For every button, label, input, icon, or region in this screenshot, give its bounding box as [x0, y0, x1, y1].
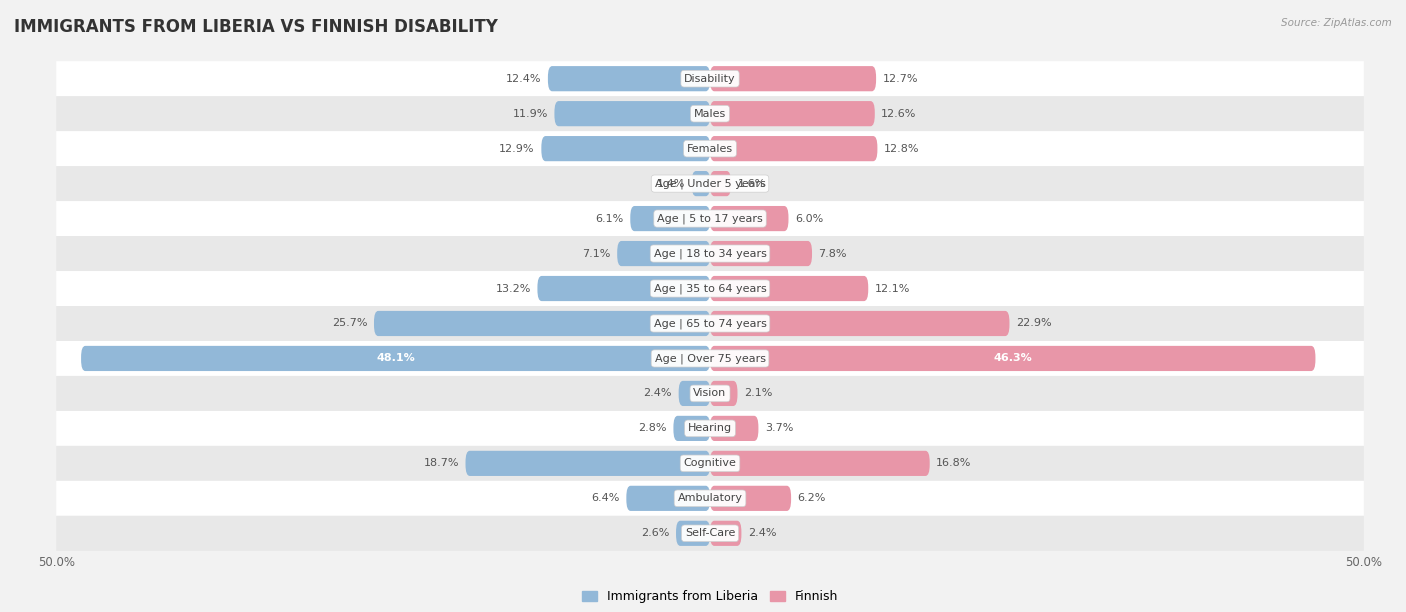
Text: 2.1%: 2.1%	[744, 389, 772, 398]
FancyBboxPatch shape	[465, 451, 710, 476]
FancyBboxPatch shape	[56, 166, 1364, 201]
FancyBboxPatch shape	[548, 66, 710, 91]
Text: 12.9%: 12.9%	[499, 144, 534, 154]
Text: 16.8%: 16.8%	[936, 458, 972, 468]
Text: 1.4%: 1.4%	[657, 179, 685, 188]
FancyBboxPatch shape	[56, 201, 1364, 236]
Text: 7.1%: 7.1%	[582, 248, 610, 258]
FancyBboxPatch shape	[710, 206, 789, 231]
Text: Age | Under 5 years: Age | Under 5 years	[655, 178, 765, 189]
FancyBboxPatch shape	[710, 311, 1010, 336]
Text: 12.8%: 12.8%	[884, 144, 920, 154]
Text: 6.0%: 6.0%	[794, 214, 824, 223]
Text: Cognitive: Cognitive	[683, 458, 737, 468]
FancyBboxPatch shape	[541, 136, 710, 161]
Text: 11.9%: 11.9%	[513, 109, 548, 119]
Text: Age | 35 to 64 years: Age | 35 to 64 years	[654, 283, 766, 294]
Text: 48.1%: 48.1%	[377, 354, 415, 364]
FancyBboxPatch shape	[554, 101, 710, 126]
Text: 22.9%: 22.9%	[1017, 318, 1052, 329]
FancyBboxPatch shape	[56, 131, 1364, 166]
Text: 13.2%: 13.2%	[495, 283, 531, 294]
FancyBboxPatch shape	[710, 416, 758, 441]
Legend: Immigrants from Liberia, Finnish: Immigrants from Liberia, Finnish	[576, 585, 844, 608]
Text: 46.3%: 46.3%	[994, 354, 1032, 364]
FancyBboxPatch shape	[56, 306, 1364, 341]
Text: 18.7%: 18.7%	[423, 458, 458, 468]
FancyBboxPatch shape	[710, 171, 731, 196]
FancyBboxPatch shape	[710, 241, 813, 266]
Text: Ambulatory: Ambulatory	[678, 493, 742, 503]
FancyBboxPatch shape	[82, 346, 710, 371]
FancyBboxPatch shape	[56, 341, 1364, 376]
Text: 6.1%: 6.1%	[596, 214, 624, 223]
Text: Age | Over 75 years: Age | Over 75 years	[655, 353, 765, 364]
Text: 1.6%: 1.6%	[738, 179, 766, 188]
FancyBboxPatch shape	[710, 66, 876, 91]
FancyBboxPatch shape	[56, 516, 1364, 551]
Text: Vision: Vision	[693, 389, 727, 398]
FancyBboxPatch shape	[630, 206, 710, 231]
FancyBboxPatch shape	[56, 96, 1364, 131]
Text: 2.4%: 2.4%	[644, 389, 672, 398]
FancyBboxPatch shape	[676, 521, 710, 546]
Text: Self-Care: Self-Care	[685, 528, 735, 539]
Text: Disability: Disability	[685, 73, 735, 84]
FancyBboxPatch shape	[617, 241, 710, 266]
Text: Age | 65 to 74 years: Age | 65 to 74 years	[654, 318, 766, 329]
Text: 3.7%: 3.7%	[765, 424, 793, 433]
Text: Females: Females	[688, 144, 733, 154]
Text: Age | 5 to 17 years: Age | 5 to 17 years	[657, 214, 763, 224]
Text: 7.8%: 7.8%	[818, 248, 846, 258]
FancyBboxPatch shape	[710, 101, 875, 126]
Text: 2.8%: 2.8%	[638, 424, 666, 433]
FancyBboxPatch shape	[679, 381, 710, 406]
Text: 25.7%: 25.7%	[332, 318, 367, 329]
FancyBboxPatch shape	[537, 276, 710, 301]
FancyBboxPatch shape	[673, 416, 710, 441]
Text: 2.6%: 2.6%	[641, 528, 669, 539]
Text: Hearing: Hearing	[688, 424, 733, 433]
Text: Source: ZipAtlas.com: Source: ZipAtlas.com	[1281, 18, 1392, 28]
Text: 12.7%: 12.7%	[883, 73, 918, 84]
Text: Males: Males	[695, 109, 725, 119]
FancyBboxPatch shape	[710, 381, 738, 406]
FancyBboxPatch shape	[56, 446, 1364, 481]
FancyBboxPatch shape	[56, 481, 1364, 516]
Text: Age | 18 to 34 years: Age | 18 to 34 years	[654, 248, 766, 259]
Text: 6.4%: 6.4%	[592, 493, 620, 503]
Text: 6.2%: 6.2%	[797, 493, 825, 503]
Text: IMMIGRANTS FROM LIBERIA VS FINNISH DISABILITY: IMMIGRANTS FROM LIBERIA VS FINNISH DISAB…	[14, 18, 498, 36]
Text: 12.6%: 12.6%	[882, 109, 917, 119]
FancyBboxPatch shape	[374, 311, 710, 336]
FancyBboxPatch shape	[710, 451, 929, 476]
FancyBboxPatch shape	[626, 486, 710, 511]
FancyBboxPatch shape	[56, 376, 1364, 411]
FancyBboxPatch shape	[710, 486, 792, 511]
FancyBboxPatch shape	[710, 346, 1316, 371]
FancyBboxPatch shape	[56, 61, 1364, 96]
FancyBboxPatch shape	[710, 521, 741, 546]
FancyBboxPatch shape	[710, 276, 869, 301]
Text: 12.1%: 12.1%	[875, 283, 910, 294]
FancyBboxPatch shape	[56, 411, 1364, 446]
FancyBboxPatch shape	[56, 236, 1364, 271]
Text: 12.4%: 12.4%	[506, 73, 541, 84]
Text: 2.4%: 2.4%	[748, 528, 776, 539]
FancyBboxPatch shape	[56, 271, 1364, 306]
FancyBboxPatch shape	[710, 136, 877, 161]
FancyBboxPatch shape	[692, 171, 710, 196]
